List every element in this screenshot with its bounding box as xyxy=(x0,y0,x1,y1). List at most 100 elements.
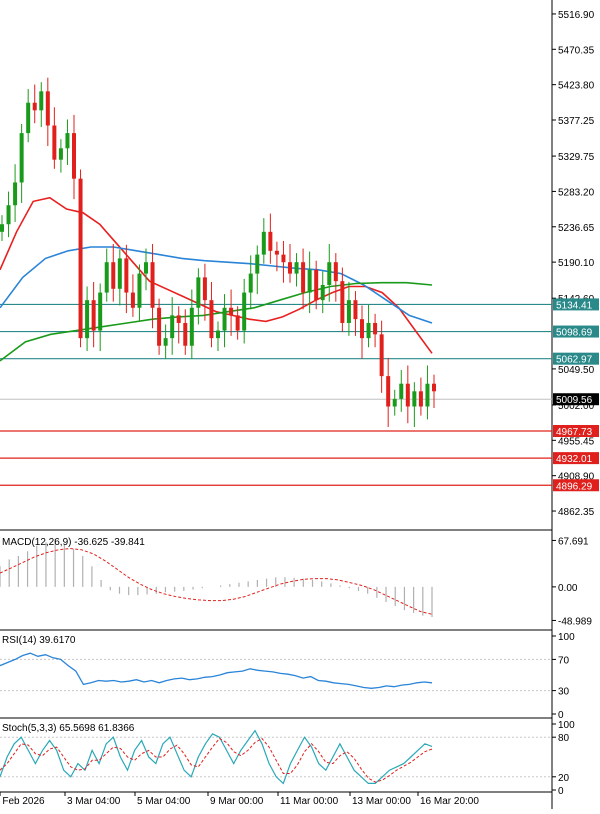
candle-body-18 xyxy=(117,258,122,289)
stoch-d-line xyxy=(0,737,433,783)
x-tick-label-2: 5 Mar 04:00 xyxy=(137,796,191,807)
candle-body-6 xyxy=(39,91,44,111)
rsi-tick-label-0: 100 xyxy=(558,632,575,643)
macd-tick-label-0: 67.691 xyxy=(558,536,589,547)
price-tick-label-10: 5002.00 xyxy=(558,401,595,412)
candle-body-53 xyxy=(346,300,351,323)
price-tick-label-9: 5049.50 xyxy=(558,365,595,376)
candle-body-38 xyxy=(248,273,253,293)
candle-body-45 xyxy=(294,262,299,274)
candle-body-15 xyxy=(98,292,103,331)
candle-body-29 xyxy=(189,307,194,346)
stoch-tick-label-0: 100 xyxy=(558,720,575,731)
candle-body-64 xyxy=(418,391,423,407)
level-label-3: 4967.73 xyxy=(556,427,593,438)
candle-body-24 xyxy=(157,307,162,346)
candle-body-37 xyxy=(242,292,247,331)
candle-body-57 xyxy=(373,322,378,335)
candle-body-21 xyxy=(137,273,142,308)
candle-body-61 xyxy=(399,383,404,399)
candle-body-54 xyxy=(353,300,358,320)
candle-body-51 xyxy=(333,262,338,282)
moving-average-2 xyxy=(0,281,433,362)
candle-body-9 xyxy=(58,148,63,160)
level-label-4: 4932.01 xyxy=(556,454,593,465)
candle-body-30 xyxy=(196,277,201,308)
candle-body-44 xyxy=(288,262,292,274)
price-tick-label-13: 4862.35 xyxy=(558,507,595,518)
candle-body-16 xyxy=(104,262,109,293)
candle-body-28 xyxy=(183,322,188,346)
candle-body-42 xyxy=(274,250,279,255)
candle-body-34 xyxy=(222,307,227,331)
level-label-box-3 xyxy=(553,424,599,437)
candle-body-43 xyxy=(281,254,286,263)
candle-body-19 xyxy=(124,258,129,293)
candle-body-39 xyxy=(255,254,260,274)
candle-body-7 xyxy=(45,91,50,126)
price-tick-label-12: 4908.90 xyxy=(558,472,595,483)
candle-body-0 xyxy=(0,224,4,232)
candle-body-40 xyxy=(261,231,266,255)
candle-body-46 xyxy=(301,262,306,293)
rsi-tick-label-2: 30 xyxy=(558,687,570,698)
rsi-label: RSI(14) 39.6170 xyxy=(2,635,76,646)
x-tick-label-0: 7 Feb 2026 xyxy=(0,796,45,807)
level-label-5: 4896.29 xyxy=(556,481,593,492)
price-tick-label-5: 5283.20 xyxy=(558,187,595,198)
candle-body-66 xyxy=(432,383,436,392)
candle-body-63 xyxy=(412,391,417,407)
moving-average-0 xyxy=(0,196,433,354)
candle-body-23 xyxy=(150,262,155,308)
candle-body-8 xyxy=(52,125,57,160)
candle-body-47 xyxy=(307,269,312,293)
candle-body-55 xyxy=(360,319,364,339)
candle-body-10 xyxy=(65,133,70,149)
current-price-label: 5009.56 xyxy=(556,395,593,406)
candle-body-52 xyxy=(340,281,345,323)
price-tick-label-11: 4955.45 xyxy=(558,436,595,447)
candle-body-4 xyxy=(26,102,31,134)
level-label-box-5 xyxy=(553,479,599,492)
candle-body-58 xyxy=(379,334,384,377)
rsi-line xyxy=(0,652,433,689)
price-tick-label-0: 5516.90 xyxy=(558,10,595,21)
price-tick-label-1: 5470.35 xyxy=(558,45,595,56)
macd-signal-line xyxy=(0,547,433,615)
candle-body-35 xyxy=(229,307,234,316)
candle-body-33 xyxy=(216,330,220,339)
candle-body-20 xyxy=(130,292,135,308)
candle-body-2 xyxy=(13,182,18,206)
candle-body-12 xyxy=(78,178,83,339)
level-label-2: 5062.97 xyxy=(556,355,593,366)
candle-body-13 xyxy=(85,300,90,339)
candle-body-3 xyxy=(19,133,24,183)
candle-body-50 xyxy=(327,262,332,285)
x-tick-label-6: 16 Mar 20:00 xyxy=(420,796,479,807)
price-tick-label-6: 5236.65 xyxy=(558,223,595,234)
price-tick-label-3: 5377.25 xyxy=(558,116,595,127)
candle-body-1 xyxy=(6,205,11,225)
candle-body-62 xyxy=(405,383,410,407)
candle-body-60 xyxy=(392,398,397,407)
candle-body-56 xyxy=(366,322,371,339)
candle-body-41 xyxy=(268,231,273,251)
stoch-tick-label-3: 0 xyxy=(558,786,564,797)
level-label-1: 5098.69 xyxy=(556,328,593,339)
candle-body-48 xyxy=(314,269,319,301)
x-tick-label-3: 9 Mar 00:00 xyxy=(210,796,264,807)
price-tick-label-7: 5190.10 xyxy=(558,258,595,269)
candle-body-32 xyxy=(209,300,214,339)
candle-body-59 xyxy=(386,376,391,407)
x-tick-label-5: 13 Mar 00:00 xyxy=(352,796,411,807)
level-label-box-4 xyxy=(553,452,599,465)
level-label-box-2 xyxy=(553,352,599,365)
current-price-box xyxy=(553,393,599,406)
candle-body-17 xyxy=(111,262,116,289)
candle-body-31 xyxy=(202,277,207,301)
candle-body-22 xyxy=(144,262,148,274)
level-label-0: 5134.41 xyxy=(556,300,593,311)
candle-body-14 xyxy=(91,300,96,331)
candle-body-25 xyxy=(163,338,168,346)
